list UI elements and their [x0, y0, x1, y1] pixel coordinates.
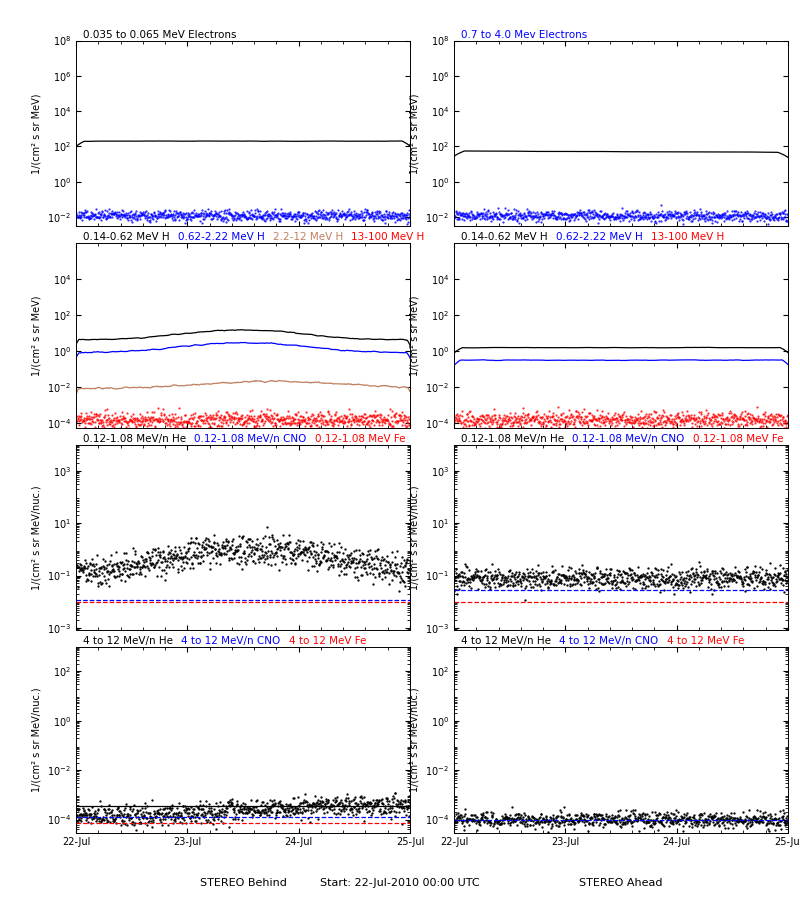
Text: 4 to 12 MeV/n He: 4 to 12 MeV/n He — [461, 635, 550, 645]
Text: 0.62-2.22 MeV H: 0.62-2.22 MeV H — [178, 231, 265, 241]
Text: STEREO Ahead: STEREO Ahead — [579, 878, 662, 888]
Text: 0.035 to 0.065 MeV Electrons: 0.035 to 0.065 MeV Electrons — [82, 30, 236, 40]
Y-axis label: 1/(cm² s sr MeV): 1/(cm² s sr MeV) — [410, 94, 420, 174]
Y-axis label: 1/(cm² s sr MeV/nuc.): 1/(cm² s sr MeV/nuc.) — [31, 485, 42, 590]
Text: 4 to 12 MeV/n He: 4 to 12 MeV/n He — [82, 635, 173, 645]
Y-axis label: 1/(cm² s sr MeV): 1/(cm² s sr MeV) — [31, 295, 42, 375]
Text: 0.12-1.08 MeV/n CNO: 0.12-1.08 MeV/n CNO — [194, 434, 306, 444]
Text: Start: 22-Jul-2010 00:00 UTC: Start: 22-Jul-2010 00:00 UTC — [320, 878, 480, 888]
Text: 13-100 MeV H: 13-100 MeV H — [351, 231, 425, 241]
Text: 0.14-0.62 MeV H: 0.14-0.62 MeV H — [82, 231, 170, 241]
Y-axis label: 1/(cm² s sr MeV/nuc.): 1/(cm² s sr MeV/nuc.) — [410, 688, 419, 792]
Text: 0.12-1.08 MeV/n He: 0.12-1.08 MeV/n He — [82, 434, 186, 444]
Text: 4 to 12 MeV/n CNO: 4 to 12 MeV/n CNO — [559, 635, 658, 645]
Text: 13-100 MeV H: 13-100 MeV H — [650, 231, 724, 241]
Text: 0.7 to 4.0 Mev Electrons: 0.7 to 4.0 Mev Electrons — [461, 30, 587, 40]
Text: 0.14-0.62 MeV H: 0.14-0.62 MeV H — [461, 231, 547, 241]
Y-axis label: 1/(cm² s sr MeV): 1/(cm² s sr MeV) — [410, 295, 419, 375]
Text: 0.12-1.08 MeV Fe: 0.12-1.08 MeV Fe — [315, 434, 406, 444]
Y-axis label: 1/(cm² s sr MeV/nuc.): 1/(cm² s sr MeV/nuc.) — [31, 688, 42, 792]
Text: 0.12-1.08 MeV/n He: 0.12-1.08 MeV/n He — [461, 434, 564, 444]
Text: 0.12-1.08 MeV/n CNO: 0.12-1.08 MeV/n CNO — [572, 434, 685, 444]
Y-axis label: 1/(cm² s sr MeV/nuc.): 1/(cm² s sr MeV/nuc.) — [410, 485, 419, 590]
Text: 4 to 12 MeV Fe: 4 to 12 MeV Fe — [289, 635, 366, 645]
Text: 0.12-1.08 MeV Fe: 0.12-1.08 MeV Fe — [693, 434, 783, 444]
Text: 4 to 12 MeV Fe: 4 to 12 MeV Fe — [666, 635, 744, 645]
Text: 0.62-2.22 MeV H: 0.62-2.22 MeV H — [556, 231, 642, 241]
Y-axis label: 1/(cm² s sr MeV): 1/(cm² s sr MeV) — [32, 94, 42, 174]
Text: STEREO Behind: STEREO Behind — [199, 878, 286, 888]
Text: 2.2-12 MeV H: 2.2-12 MeV H — [273, 231, 343, 241]
Text: 4 to 12 MeV/n CNO: 4 to 12 MeV/n CNO — [181, 635, 280, 645]
